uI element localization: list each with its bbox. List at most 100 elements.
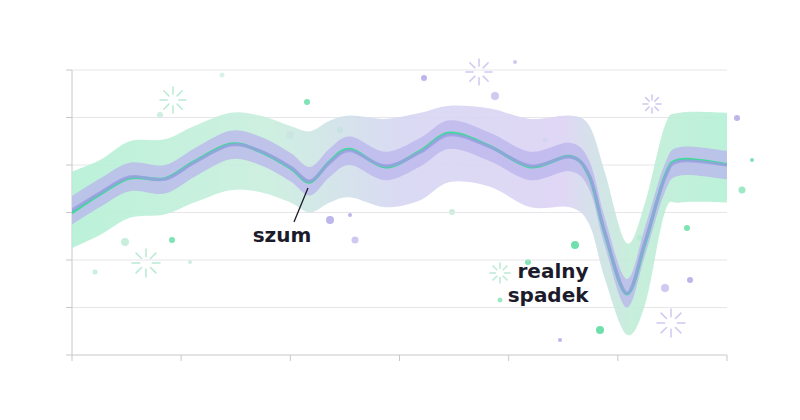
decor-dot <box>661 284 669 292</box>
annotations: szum realnyspadek <box>253 188 590 307</box>
decor-ray <box>470 76 475 81</box>
decor-ray <box>503 276 507 280</box>
decor-ray <box>483 76 488 81</box>
decor-ray <box>655 107 659 111</box>
decor-dot <box>739 187 746 194</box>
decor-dot <box>596 326 604 334</box>
decor-ray <box>670 329 672 337</box>
decor-ray <box>643 103 648 105</box>
outer-band <box>72 105 727 335</box>
decor-ray <box>466 71 473 73</box>
decor-ray <box>505 272 511 274</box>
x-tick <box>399 355 400 361</box>
decor-ray <box>160 99 167 101</box>
decor-dot <box>734 115 740 121</box>
axes <box>66 70 727 361</box>
decor-ray <box>172 106 174 113</box>
decor-sparkle <box>466 59 492 85</box>
series-line <box>72 133 727 294</box>
x-tick <box>727 355 728 361</box>
annotation: realnyspadek <box>508 259 590 307</box>
decor-dot <box>571 241 579 249</box>
decor-dot <box>513 60 517 64</box>
y-tick <box>66 212 72 213</box>
decor-ray <box>493 266 497 270</box>
decor-dot <box>684 225 690 231</box>
decor-ray <box>651 95 653 100</box>
decor-dot <box>93 270 98 275</box>
decor-ray <box>499 278 501 284</box>
series-line <box>72 135 727 294</box>
y-tick <box>66 165 72 166</box>
y-tick <box>66 260 72 261</box>
decor-ray <box>478 59 480 66</box>
decor-ray <box>493 276 497 280</box>
decor-ray <box>655 98 659 102</box>
decor-ray <box>145 249 147 257</box>
annotation: szum <box>253 223 312 247</box>
x-tick <box>72 355 73 361</box>
decor-ray <box>177 91 182 96</box>
decor-sparkle <box>132 249 160 277</box>
grid-line <box>72 70 727 71</box>
y-tick <box>66 70 72 71</box>
decor-ray <box>179 99 186 101</box>
decor-ray <box>172 87 174 94</box>
decor-dot <box>750 158 754 162</box>
x-axis <box>72 355 727 356</box>
decor-dot <box>188 260 192 264</box>
decor-ray <box>656 103 661 105</box>
decor-ray <box>677 322 685 324</box>
decor-ray <box>499 263 501 269</box>
decor-dot <box>421 75 427 81</box>
decor-ray <box>675 313 680 318</box>
x-tick <box>290 355 291 361</box>
decor-dot <box>498 298 503 303</box>
decor-ray <box>485 71 492 73</box>
x-tick <box>181 355 182 361</box>
decor-sparkle <box>657 309 685 337</box>
decor-ray <box>164 91 169 96</box>
decor-ray <box>177 104 182 109</box>
decor-sparkle <box>160 87 186 113</box>
decor-sparkle <box>490 263 510 283</box>
decor-ray <box>646 98 650 102</box>
decor-ray <box>132 262 140 264</box>
decor-ray <box>150 267 155 272</box>
decor-ray <box>136 267 141 272</box>
decor-ray <box>675 327 680 332</box>
plot-area <box>72 105 727 335</box>
decor-ray <box>651 108 653 113</box>
decor-ray <box>136 253 141 258</box>
decor-ray <box>661 327 666 332</box>
decor-ray <box>478 78 480 85</box>
y-tick <box>66 355 72 356</box>
decor-dot <box>687 277 693 283</box>
decor-ray <box>152 262 160 264</box>
y-tick <box>66 307 72 308</box>
inner-band <box>72 120 727 307</box>
annotation-line: spadek <box>508 283 590 307</box>
decor-ray <box>657 322 665 324</box>
decor-ray <box>470 63 475 68</box>
decor-dot <box>491 92 499 100</box>
chart: szum realnyspadek <box>0 0 800 420</box>
decor-sparkle <box>643 95 661 113</box>
decor-dot <box>348 213 352 217</box>
decor-dot <box>558 338 562 342</box>
decor-dot <box>121 238 129 246</box>
decor-ray <box>145 269 147 277</box>
decor-ray <box>661 313 666 318</box>
decor-dot <box>326 216 334 224</box>
decor-dot <box>352 237 359 244</box>
decor-dot <box>220 73 225 78</box>
x-tick <box>508 355 509 361</box>
decor-ray <box>150 253 155 258</box>
leader-line <box>294 188 308 222</box>
annotation-line: realny <box>518 259 589 283</box>
decor-dot <box>304 99 310 105</box>
decor-ray <box>646 107 650 111</box>
decor-dot <box>169 237 175 243</box>
x-tick <box>617 355 618 361</box>
decor-ray <box>503 266 507 270</box>
